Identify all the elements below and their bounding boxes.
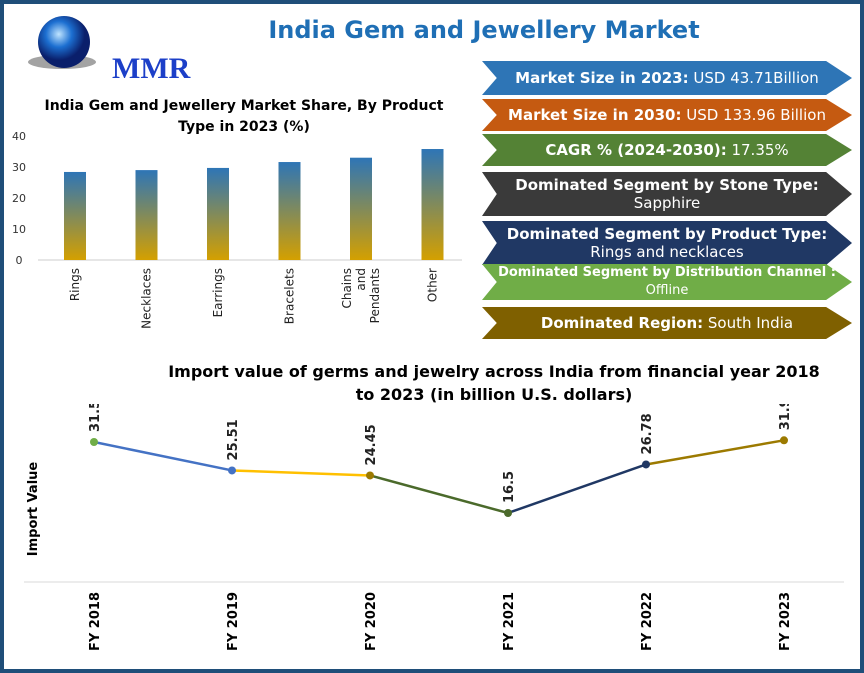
- banner-value: USD 43.71Billion: [688, 69, 819, 87]
- banner-label: Dominated Segment by Product Type:: [506, 225, 828, 243]
- info-banner: CAGR % (2024-2030): 17.35%: [482, 134, 852, 166]
- x-tick-label: Chains: [340, 268, 354, 309]
- x-tick-label: FY 2023: [778, 592, 793, 651]
- banner-label: Dominated Segment by Stone Type:: [515, 176, 819, 194]
- banner-label: CAGR % (2024-2030):: [545, 141, 727, 159]
- banner-value: USD 133.96 Billion: [681, 106, 826, 124]
- data-label: 26.78: [640, 413, 655, 454]
- data-label: 16.5: [502, 471, 517, 503]
- mmr-logo: MMR: [26, 14, 190, 85]
- bar: [64, 171, 86, 260]
- x-tick-label: FY 2019: [226, 592, 241, 651]
- banner-value: 17.35%: [726, 141, 789, 159]
- logo-text: MMR: [112, 52, 191, 85]
- x-tick-label: and: [354, 268, 368, 291]
- data-point: [504, 508, 512, 517]
- banner-label: Market Size in 2030:: [508, 106, 682, 124]
- bar: [207, 167, 229, 260]
- data-point: [228, 466, 236, 475]
- info-banner: Dominated Segment by Stone Type: Sapphire: [482, 172, 852, 216]
- x-tick-label: FY 2020: [364, 592, 379, 651]
- y-tick-label: 0: [16, 254, 23, 267]
- line-chart-title: Import value of germs and jewelry across…: [168, 362, 820, 404]
- data-point: [642, 460, 650, 469]
- banner-value: Offline: [645, 283, 689, 298]
- banner-value: Sapphire: [633, 194, 701, 212]
- line-segment: [645, 439, 785, 466]
- banner-value: Rings and necklaces: [590, 243, 744, 261]
- info-banner: Market Size in 2030: USD 133.96 Billion: [482, 99, 852, 131]
- info-banner: Market Size in 2023: USD 43.71Billion: [482, 61, 852, 95]
- info-banner: Dominated Segment by Product Type: Rings …: [482, 221, 852, 265]
- line-segment: [231, 469, 371, 477]
- line-segment: [507, 463, 647, 515]
- data-label: 24.45: [364, 424, 379, 465]
- banner-label: Dominated Region:: [540, 314, 704, 332]
- page-title: India Gem and Jewellery Market: [268, 16, 700, 44]
- y-axis-label: Import Value: [26, 462, 41, 557]
- y-tick-label: 30: [12, 161, 26, 174]
- bar: [278, 162, 301, 260]
- bar: [135, 170, 158, 260]
- line-segment: [369, 474, 509, 515]
- data-point: [366, 471, 374, 480]
- y-tick-label: 40: [12, 130, 26, 143]
- y-tick-label: 10: [12, 223, 26, 236]
- data-point: [90, 438, 98, 446]
- x-tick-label: Necklaces: [140, 268, 154, 329]
- line-segment: [93, 440, 233, 472]
- banner-label: Dominated Segment by Distribution Channe…: [498, 265, 836, 280]
- data-label: 31.9: [778, 404, 793, 430]
- x-tick-label: FY 2022: [640, 592, 655, 651]
- x-tick-label: Pendants: [368, 268, 382, 323]
- bar: [350, 157, 372, 260]
- x-tick-label: Other: [426, 268, 440, 302]
- line-chart: Import Value 31.54 FY 2018 25.51 FY 2019 24.4…: [24, 404, 844, 651]
- bar-chart-title: India Gem and Jewellery Market Share, By…: [44, 98, 444, 135]
- x-tick-label: FY 2018: [88, 592, 103, 651]
- y-tick-label: 20: [12, 192, 26, 205]
- info-banner: Dominated Segment by Distribution Channe…: [482, 264, 852, 300]
- globe-icon: [28, 16, 96, 69]
- data-label: 25.51: [226, 419, 241, 460]
- x-tick-label: FY 2021: [502, 592, 517, 651]
- info-banner: Dominated Region: South India: [482, 307, 852, 339]
- bar-chart: 0 10 20 30 40 Rings Necklaces Earrings Bracelets…: [12, 130, 462, 329]
- bar: [421, 149, 444, 260]
- banner-label: Market Size in 2023:: [515, 69, 689, 87]
- banner-value: South India: [703, 314, 794, 332]
- x-tick-label: Bracelets: [283, 268, 297, 324]
- data-point: [780, 436, 788, 445]
- x-tick-label: Rings: [68, 268, 82, 301]
- data-label: 31.54: [88, 404, 103, 432]
- x-tick-label: Earrings: [211, 268, 225, 317]
